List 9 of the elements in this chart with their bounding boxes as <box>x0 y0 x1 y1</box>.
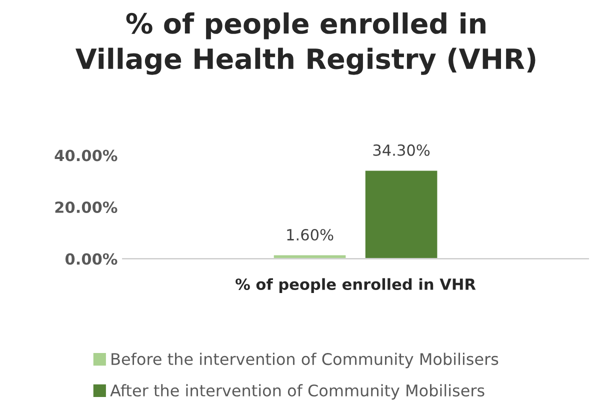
y-tick-label: 0.00% <box>65 253 118 265</box>
data-label: 34.30% <box>373 144 430 156</box>
y-tick-label: 40.00% <box>54 150 118 162</box>
legend-label: Before the intervention of Community Mobilisers <box>112 352 498 368</box>
x-tick-label: % of people enrolled in VHR <box>236 278 476 293</box>
chart-title: % of people enrolled in Village Health Registry (VHR) <box>76 12 536 75</box>
y-tick-label: 20.00% <box>55 201 118 214</box>
data-label: 1.60% <box>287 228 334 241</box>
legend-label: After the intervention of Community Mobilisers <box>110 384 484 400</box>
